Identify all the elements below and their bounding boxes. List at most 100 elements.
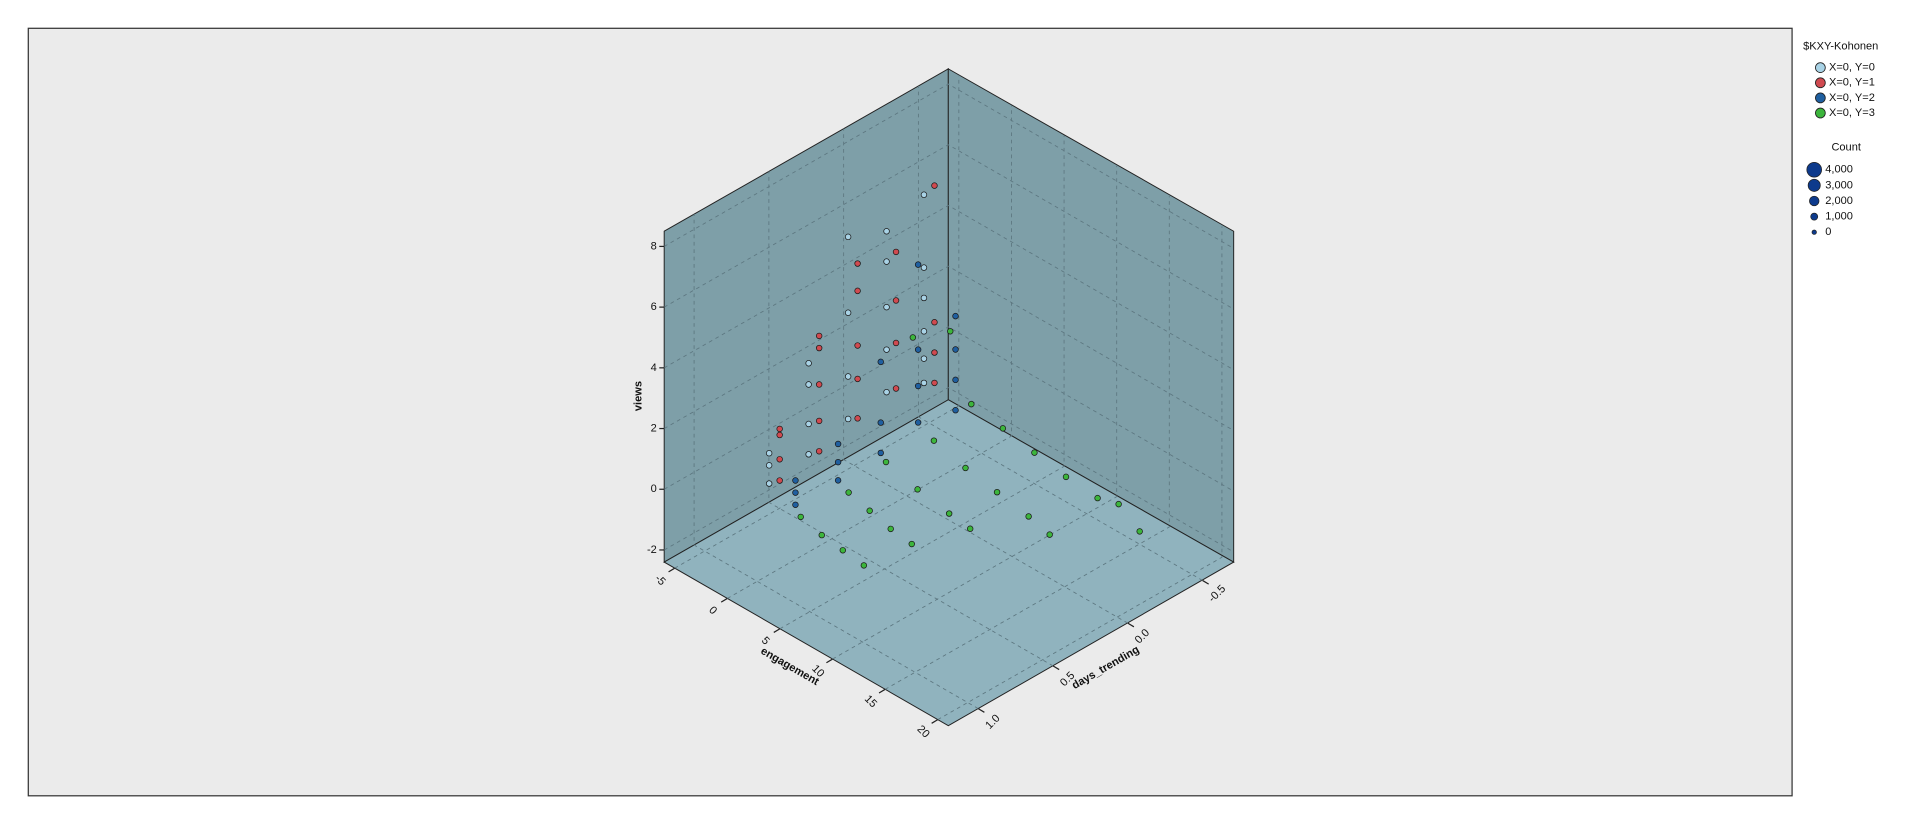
point <box>1025 513 1032 520</box>
tick-mark <box>931 719 939 724</box>
point <box>914 486 921 493</box>
point <box>792 477 799 484</box>
point <box>866 507 873 514</box>
point <box>776 477 783 484</box>
grid-line <box>674 74 960 569</box>
legend-marker <box>1815 107 1826 119</box>
tick-mark <box>1127 622 1135 628</box>
size-legend-label: 1,000 <box>1825 211 1853 223</box>
grid-line <box>917 85 1203 581</box>
legend-marker <box>1815 77 1826 89</box>
point <box>952 407 959 414</box>
point <box>854 415 861 422</box>
grid-line <box>768 171 1054 667</box>
point <box>920 355 928 362</box>
point <box>792 501 799 508</box>
point <box>877 449 884 457</box>
grid-line <box>843 128 1128 624</box>
z-tick-label: -2 <box>647 544 657 556</box>
point <box>765 462 773 469</box>
point <box>1031 449 1038 456</box>
grid-line <box>884 196 1170 690</box>
size-legend-title: Count <box>1831 142 1860 154</box>
tick-mark <box>878 688 886 694</box>
legend-label: X=0, Y=0 <box>1829 62 1875 74</box>
grid-line <box>663 83 1233 249</box>
point <box>931 319 938 326</box>
point <box>818 531 825 539</box>
z-tick-label: 2 <box>651 422 657 434</box>
point <box>776 425 783 433</box>
point <box>805 360 812 367</box>
z-tick-label: 4 <box>651 362 657 374</box>
z-tick-label: 6 <box>651 301 657 313</box>
point <box>920 294 928 302</box>
size-legend-marker <box>1806 161 1822 178</box>
point <box>920 379 928 387</box>
point <box>962 464 969 472</box>
size-legend-marker <box>1809 195 1820 207</box>
point <box>860 562 868 569</box>
point <box>845 489 852 496</box>
size-legend-marker <box>1810 212 1819 221</box>
point <box>892 339 900 347</box>
point <box>805 420 812 428</box>
size-legend-label: 3,000 <box>1825 179 1853 191</box>
size-legend-label: 2,000 <box>1825 195 1853 207</box>
point <box>765 480 773 487</box>
point <box>914 346 922 353</box>
point <box>883 388 890 396</box>
grid-line <box>727 105 1012 599</box>
z-tick-label: 8 <box>651 240 657 252</box>
point <box>877 419 884 426</box>
point <box>834 440 842 448</box>
point <box>792 489 799 496</box>
point <box>914 261 922 268</box>
point <box>776 431 783 439</box>
point <box>854 375 861 383</box>
point <box>909 334 917 341</box>
tick-mark <box>668 567 676 573</box>
tick-mark <box>1052 665 1060 671</box>
point <box>854 260 861 267</box>
point <box>1046 531 1053 538</box>
point <box>883 303 890 311</box>
legend-title: $KXY-Kohonen <box>1803 41 1878 53</box>
point <box>882 458 890 466</box>
floor <box>663 399 1235 727</box>
point <box>854 287 861 295</box>
point <box>776 456 783 463</box>
grid-line <box>663 204 1233 370</box>
point <box>947 328 954 335</box>
grid-line <box>663 326 1233 491</box>
grid-line <box>663 265 1233 431</box>
point <box>815 332 823 340</box>
grid-line <box>779 135 1065 630</box>
point <box>844 415 852 423</box>
point <box>952 346 959 353</box>
grid-line <box>663 387 1233 552</box>
point <box>999 425 1007 432</box>
point <box>1115 500 1122 508</box>
point <box>815 344 823 352</box>
point <box>920 328 928 335</box>
grid-line <box>663 144 1233 309</box>
tick-mark <box>977 708 985 713</box>
point <box>805 381 812 388</box>
point <box>920 264 928 271</box>
point <box>1062 473 1070 481</box>
grid-line <box>832 165 1118 660</box>
point <box>931 379 938 387</box>
point <box>993 488 1001 496</box>
tick-mark <box>773 628 781 633</box>
point <box>931 182 938 189</box>
point <box>931 349 938 356</box>
point <box>844 373 852 380</box>
point <box>854 342 861 349</box>
grid-line <box>937 226 1223 721</box>
z-axis-title: views <box>632 381 644 411</box>
point <box>877 358 884 366</box>
legend-label: X=0, Y=2 <box>1829 92 1875 104</box>
point <box>883 228 890 235</box>
